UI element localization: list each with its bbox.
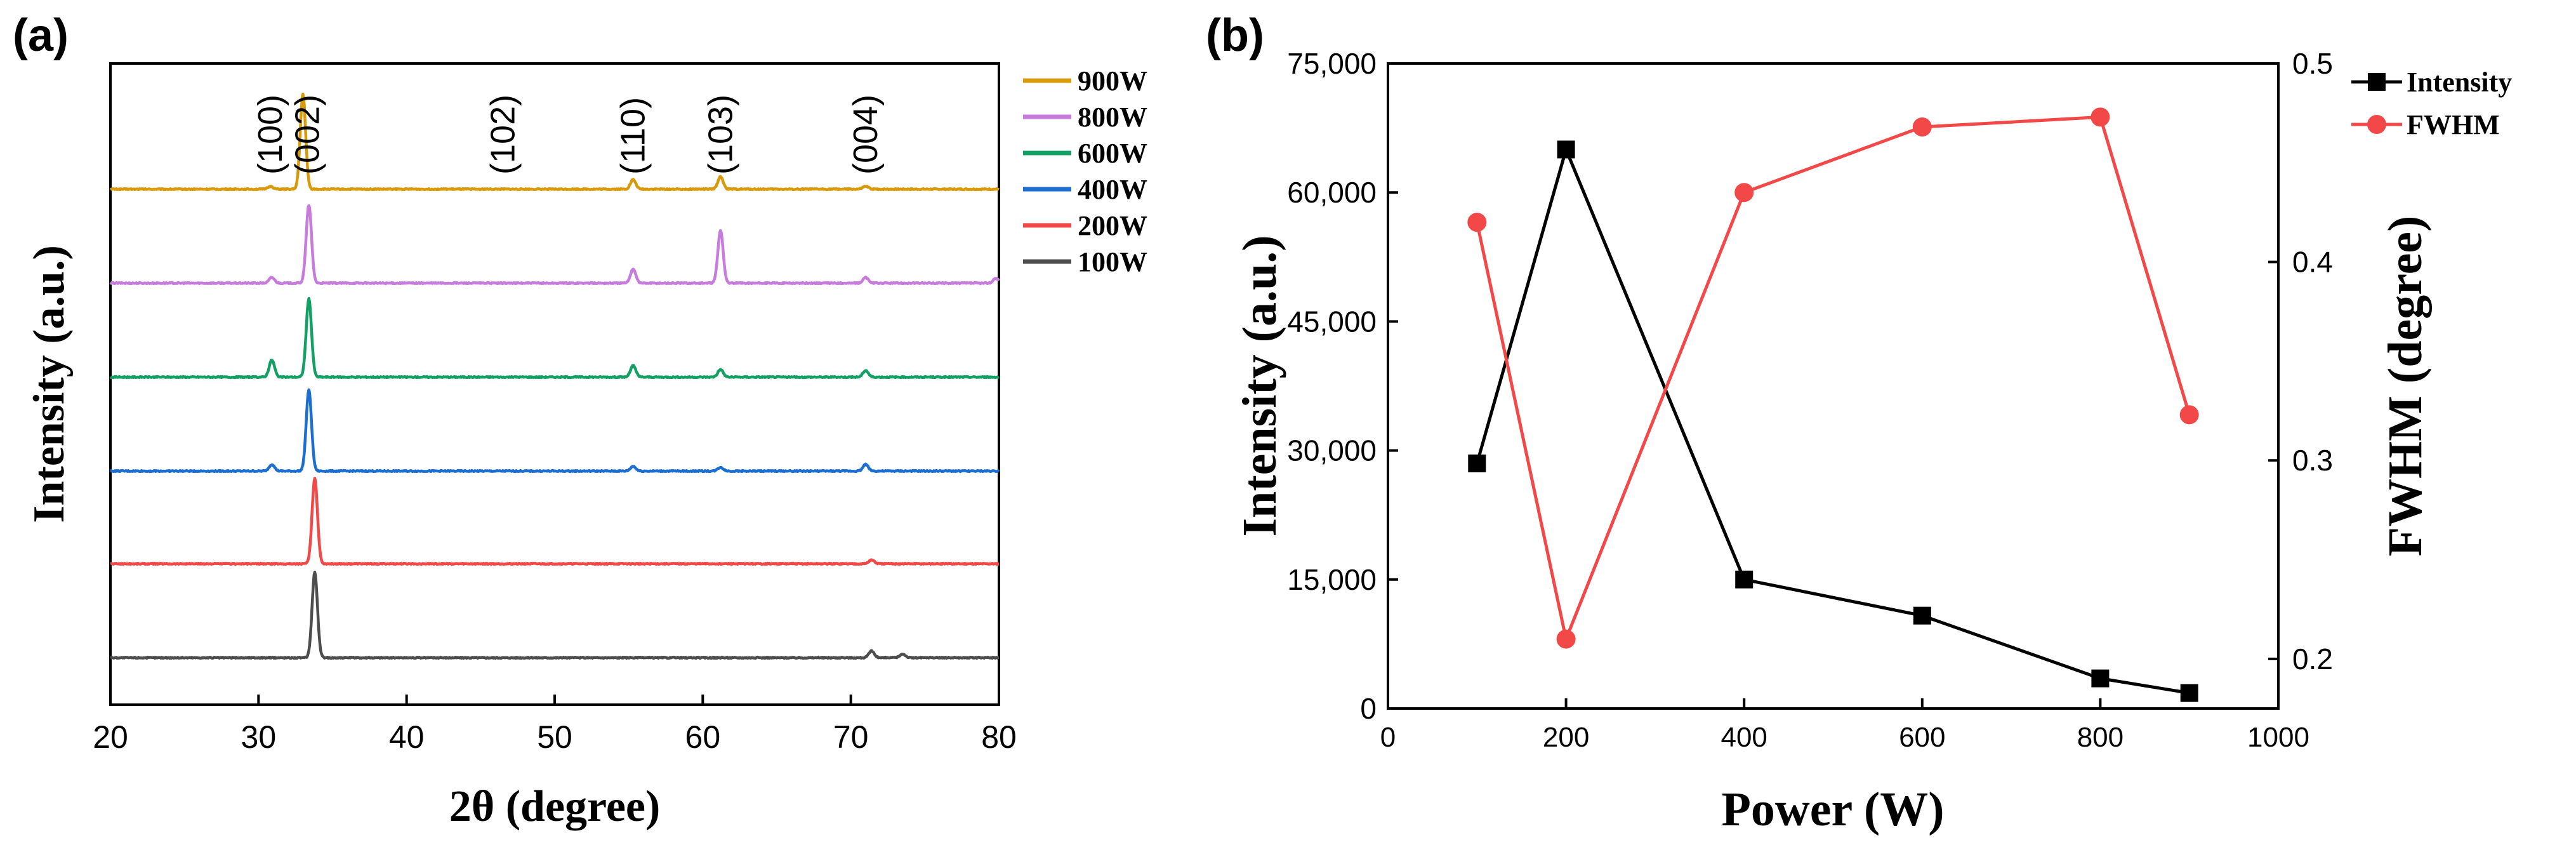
series-line-intensity <box>1475 144 2190 695</box>
trace-100w <box>109 570 1000 660</box>
panel-b-series <box>1467 107 2199 702</box>
legend-label-900w: 900W <box>1078 65 1147 96</box>
panel-b-y-ticks: 0 15,000 30,000 45,000 60,000 75,000 <box>1287 47 1398 725</box>
panel-b-y-tick-label: 75,000 <box>1287 47 1377 80</box>
panel-b-y-tick-label: 30,000 <box>1287 434 1377 467</box>
panel-a-peak-labels: (100)(002) (102) (110) (103) (004) <box>251 95 885 175</box>
panel-a-x-tick-label: 30 <box>241 719 277 755</box>
panel-a-legend: 900W 800W 600W 400W 200W 100W <box>1023 65 1147 277</box>
panel-b-x-tick-label: 400 <box>1721 722 1767 753</box>
panel-a-x-tick-label: 50 <box>537 719 572 755</box>
panel-b-y2-tick-label: 0.2 <box>2292 642 2333 675</box>
marker-intensity-600 <box>1913 606 1931 625</box>
panel-a-x-axis-label: 2θ (degree) <box>449 782 661 831</box>
marker-fwhm-400 <box>1734 183 1754 203</box>
panel-b: (b) 0 200 400 600 800 1000 0 15,000 30,000 45,00… <box>1206 10 2512 836</box>
panel-b-y2-tick-label: 0.3 <box>2292 444 2333 477</box>
panel-b-x-tick-label: 600 <box>1899 722 1945 753</box>
panel-a-x-tick-label: 40 <box>389 719 425 755</box>
peak-label-102: (102) <box>484 95 522 175</box>
marker-fwhm-100 <box>1467 213 1487 232</box>
panel-a-x-tick-label: 80 <box>981 719 1017 755</box>
trace-800w <box>109 204 1000 286</box>
panel-b-frame <box>1387 62 2280 710</box>
peak-label-110: (110) <box>614 97 652 175</box>
legend-marker-intensity <box>2368 73 2386 91</box>
marker-fwhm-900 <box>2179 405 2199 425</box>
marker-fwhm-800 <box>2091 107 2110 127</box>
panel-a-traces <box>109 92 1000 660</box>
peak-label-103: (103) <box>701 95 739 175</box>
marker-intensity-800 <box>2091 669 2110 688</box>
panel-b-x-tick-label: 1000 <box>2247 722 2309 753</box>
panel-a-x-ticks: 20 30 40 50 60 70 80 <box>93 695 1017 755</box>
marker-intensity-400 <box>1735 570 1754 589</box>
panel-b-y2-axis-label: FWHM (degree) <box>2379 216 2432 557</box>
marker-intensity-100 <box>1468 454 1486 472</box>
marker-intensity-900 <box>2180 684 2198 702</box>
panel-a-x-tick-label: 60 <box>685 719 721 755</box>
panel-b-y-tick-label: 0 <box>1360 692 1377 725</box>
panel-a-x-tick-label: 70 <box>833 719 869 755</box>
legend-label-600w: 600W <box>1078 138 1147 169</box>
panel-b-x-axis-label: Power (W) <box>1721 783 1944 836</box>
legend-label-800w: 800W <box>1078 102 1147 133</box>
trace-900w <box>109 92 1000 192</box>
panel-b-x-tick-label: 200 <box>1543 722 1589 753</box>
panel-a-label: (a) <box>13 10 69 61</box>
panel-b-x-tick-label: 800 <box>2077 722 2124 753</box>
panel-b-y-tick-label: 45,000 <box>1287 305 1377 338</box>
legend-label-fwhm: FWHM <box>2407 109 2500 140</box>
trace-600w <box>109 296 1000 380</box>
panel-b-legend: Intensity FWHM <box>2351 67 2512 140</box>
panel-a-x-tick-label: 20 <box>93 719 128 755</box>
marker-intensity-200 <box>1557 140 1575 159</box>
legend-marker-fwhm <box>2367 115 2386 134</box>
trace-400w <box>109 388 1000 474</box>
panel-b-y-tick-label: 60,000 <box>1287 176 1377 209</box>
trace-200w <box>109 476 1000 566</box>
panel-b-y2-tick-label: 0.4 <box>2292 246 2333 279</box>
panel-a-y-axis-label: Intensity (a.u.) <box>25 245 74 523</box>
panel-b-y-axis-label: Intensity (a.u.) <box>1233 235 1286 536</box>
peak-label-100: (100) <box>251 95 289 175</box>
legend-label-200w: 200W <box>1078 210 1147 241</box>
peak-label-004: (004) <box>847 95 885 175</box>
legend-label-intensity: Intensity <box>2407 67 2512 98</box>
marker-fwhm-600 <box>1912 117 1932 137</box>
panel-b-x-tick-label: 0 <box>1380 722 1396 753</box>
panel-b-y2-ticks: 0.2 0.3 0.4 0.5 <box>2268 47 2333 675</box>
panel-a: (a) 20 30 40 50 60 70 80 (100)(002) (102) (110)(… <box>13 10 1147 831</box>
peak-label-002: (002) <box>288 95 326 175</box>
legend-label-100w: 100W <box>1078 246 1147 277</box>
panel-b-label: (b) <box>1206 10 1264 61</box>
series-line-fwhm <box>1475 115 2191 645</box>
panel-b-y-tick-label: 15,000 <box>1287 563 1377 596</box>
panel-b-x-ticks: 0 200 400 600 800 1000 <box>1380 698 2309 753</box>
marker-fwhm-200 <box>1556 629 1576 649</box>
legend-label-400w: 400W <box>1078 174 1147 205</box>
panel-b-y2-tick-label: 0.5 <box>2292 47 2333 80</box>
